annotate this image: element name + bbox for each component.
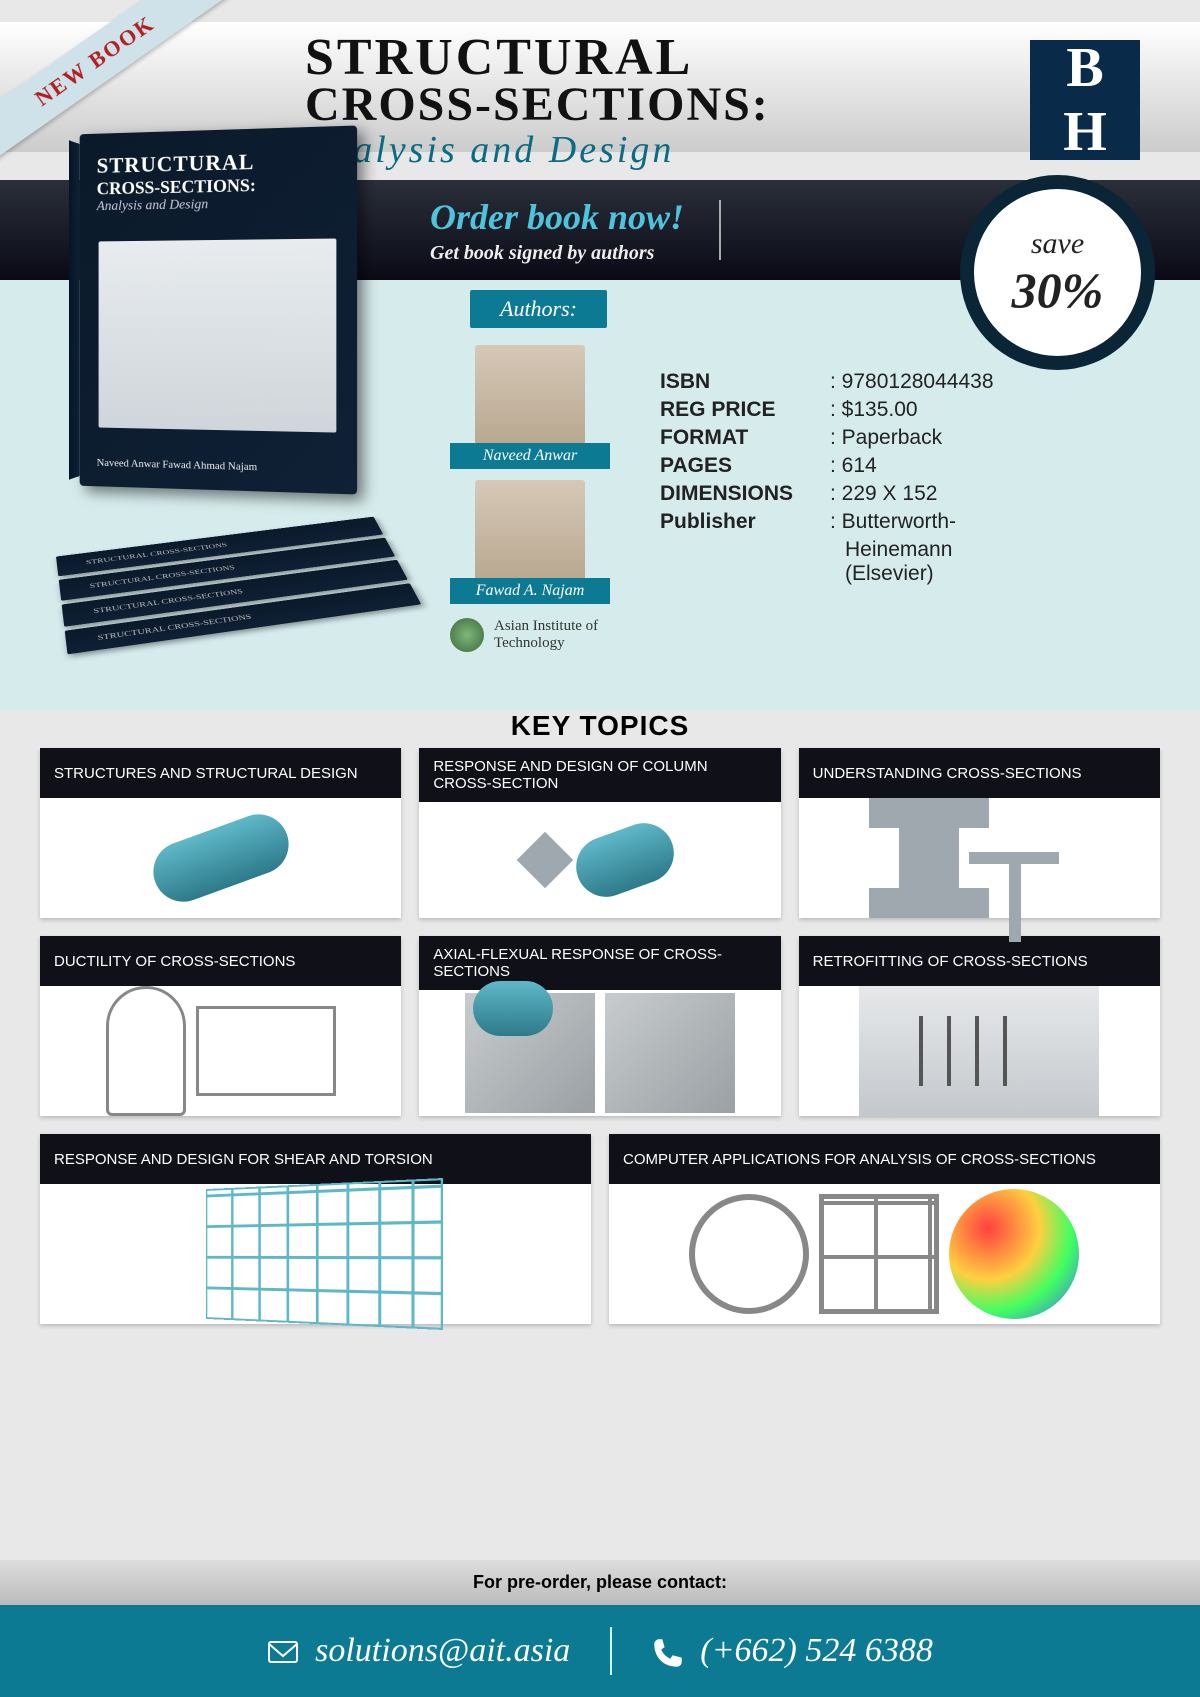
topic-card: RESPONSE AND DESIGN FOR SHEAR AND TORSIO…: [40, 1134, 591, 1324]
topic-card: STRUCTURES AND STRUCTURAL DESIGN: [40, 748, 401, 918]
cover-title-3: Analysis and Design: [97, 195, 339, 215]
topic-card: AXIAL-FLEXUAL RESPONSE OF CROSS-SECTIONS: [419, 936, 780, 1116]
author-name: Fawad A. Najam: [450, 578, 610, 604]
topic-card: RESPONSE AND DESIGN OF COLUMN CROSS-SECT…: [419, 748, 780, 918]
footer: For pre-order, please contact: solutions…: [0, 1560, 1200, 1697]
contact-email[interactable]: solutions@ait.asia: [267, 1632, 570, 1670]
email-icon: [267, 1637, 299, 1665]
detail-key: FORMAT: [660, 426, 830, 450]
topics-grid: STRUCTURES AND STRUCTURAL DESIGN RESPONS…: [40, 748, 1160, 1324]
book-mockup: STRUCTURAL CROSS-SECTIONS: Analysis and …: [75, 130, 425, 710]
topic-card: RETROFITTING OF CROSS-SECTIONS: [799, 936, 1160, 1116]
topics-row-1: STRUCTURES AND STRUCTURAL DESIGN RESPONS…: [40, 748, 1160, 918]
detail-val-cont: Heinemann: [660, 538, 994, 562]
cover-authors: Naveed Anwar Fawad Ahmad Najam: [97, 457, 258, 473]
topic-diagram: [40, 986, 401, 1116]
topic-card: DUCTILITY OF CROSS-SECTIONS: [40, 936, 401, 1116]
phone-text: (+662) 524 6388: [700, 1632, 933, 1670]
book-cover: STRUCTURAL CROSS-SECTIONS: Analysis and …: [80, 126, 357, 495]
topic-diagram: [799, 986, 1160, 1116]
institute: Asian Institute of Technology: [450, 618, 634, 652]
key-topics-title: KEY TOPICS: [0, 710, 1200, 742]
author-card-1: Naveed Anwar: [450, 345, 610, 469]
detail-val-cont: (Elsevier): [660, 562, 994, 586]
author-photo: [475, 480, 585, 580]
author-name: Naveed Anwar: [450, 443, 610, 469]
title-line-2: CROSS-SECTIONS:: [305, 77, 770, 132]
topic-header: STRUCTURES AND STRUCTURAL DESIGN: [40, 748, 401, 798]
phone-icon: [652, 1637, 684, 1665]
signed-text: Get book signed by authors: [430, 242, 684, 265]
authors-tab: Authors:: [470, 290, 607, 328]
topics-row-3: RESPONSE AND DESIGN FOR SHEAR AND TORSIO…: [40, 1134, 1160, 1324]
institute-logo-icon: [450, 618, 484, 652]
topic-header: RETROFITTING OF CROSS-SECTIONS: [799, 936, 1160, 986]
topic-card: COMPUTER APPLICATIONS FOR ANALYSIS OF CR…: [609, 1134, 1160, 1324]
detail-val: Butterworth-: [830, 510, 956, 534]
topic-header: RESPONSE AND DESIGN OF COLUMN CROSS-SECT…: [419, 748, 780, 802]
topic-diagram: [419, 802, 780, 918]
author-card-2: Fawad A. Najam: [450, 480, 610, 604]
author-photo: [475, 345, 585, 445]
contact-bar: solutions@ait.asia (+662) 524 6388: [0, 1605, 1200, 1697]
detail-key: PAGES: [660, 454, 830, 478]
topic-header: RESPONSE AND DESIGN FOR SHEAR AND TORSIO…: [40, 1134, 591, 1184]
email-text: solutions@ait.asia: [315, 1632, 570, 1670]
detail-key: ISBN: [660, 370, 830, 394]
topic-header: AXIAL-FLEXUAL RESPONSE OF CROSS-SECTIONS: [419, 936, 780, 990]
topic-header: COMPUTER APPLICATIONS FOR ANALYSIS OF CR…: [609, 1134, 1160, 1184]
book-stack: STRUCTURAL CROSS-SECTIONS STRUCTURAL CRO…: [56, 517, 445, 704]
contact-phone[interactable]: (+662) 524 6388: [652, 1632, 933, 1670]
book-spine: [69, 140, 80, 479]
institute-name: Asian Institute of Technology: [494, 618, 634, 652]
publisher-logo: B H: [1030, 40, 1140, 160]
topic-diagram: [419, 990, 780, 1116]
logo-letter-h: H: [1063, 100, 1107, 164]
topics-row-2: DUCTILITY OF CROSS-SECTIONS AXIAL-FLEXUA…: [40, 936, 1160, 1116]
preorder-label: For pre-order, please contact:: [0, 1560, 1200, 1605]
detail-val: Paperback: [830, 426, 942, 450]
save-label: save: [1031, 227, 1084, 261]
topic-diagram: [40, 1184, 591, 1324]
topic-card: UNDERSTANDING CROSS-SECTIONS: [799, 748, 1160, 918]
book-details: ISBN9780128044438 REG PRICE$135.00 FORMA…: [660, 370, 994, 586]
topic-diagram: [40, 798, 401, 918]
footer-divider: [610, 1627, 612, 1675]
topic-header: DUCTILITY OF CROSS-SECTIONS: [40, 936, 401, 986]
detail-val: 9780128044438: [830, 370, 994, 394]
banner-divider: [719, 200, 721, 260]
topic-diagram: [799, 798, 1160, 918]
detail-key: REG PRICE: [660, 398, 830, 422]
detail-key: Publisher: [660, 510, 830, 534]
detail-val: $135.00: [830, 398, 918, 422]
detail-key: DIMENSIONS: [660, 482, 830, 506]
topic-header: UNDERSTANDING CROSS-SECTIONS: [799, 748, 1160, 798]
detail-val: 614: [830, 454, 877, 478]
save-percent: 30%: [1012, 261, 1104, 319]
logo-letter-b: B: [1066, 36, 1103, 100]
detail-val: 229 X 152: [830, 482, 937, 506]
order-now-text: Order book now!: [430, 196, 684, 238]
save-badge: save 30%: [960, 175, 1155, 370]
cover-art: [99, 239, 337, 433]
topic-diagram: [609, 1184, 1160, 1324]
